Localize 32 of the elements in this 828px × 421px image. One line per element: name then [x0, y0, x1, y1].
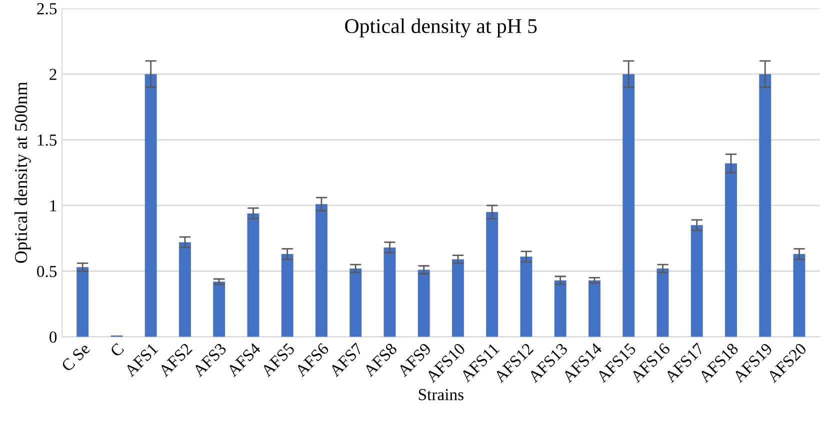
bar: [452, 259, 464, 337]
x-tick-label: C Se: [60, 342, 90, 372]
bar: [281, 254, 294, 337]
bar: [656, 268, 669, 337]
bar: [247, 213, 260, 337]
y-tick-label: 1: [50, 200, 56, 212]
x-tick-label: C: [110, 342, 124, 358]
bar: [759, 74, 772, 337]
bar: [350, 268, 362, 337]
bar: [213, 282, 226, 337]
bar: [178, 242, 191, 337]
bar: [793, 254, 806, 337]
bar: [588, 280, 600, 337]
bar: [554, 280, 566, 337]
y-tick-label: 0: [50, 332, 57, 343]
bar: [622, 74, 635, 337]
bar: [520, 256, 532, 337]
y-tick-label: 2.5: [37, 3, 57, 14]
bar: [315, 204, 328, 337]
chart-title: Optical density at pH 5: [345, 18, 537, 38]
bar: [144, 74, 157, 337]
bar: [76, 267, 89, 337]
y-tick-label: 0.5: [37, 266, 57, 278]
y-tick-label: 2: [50, 68, 56, 80]
bar: [486, 212, 498, 337]
x-axis-title: Strains: [418, 389, 464, 400]
y-tick-label: 1.5: [38, 134, 57, 146]
bar: [690, 225, 703, 337]
bar: [418, 270, 430, 337]
y-axis-title: Optical density at 500nm: [14, 82, 31, 263]
bar: [725, 163, 737, 337]
bar: [384, 247, 396, 337]
